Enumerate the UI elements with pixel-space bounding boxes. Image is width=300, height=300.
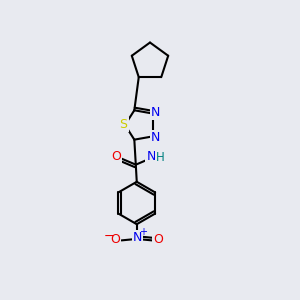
Text: O: O bbox=[153, 233, 163, 246]
Text: N: N bbox=[151, 131, 160, 144]
Text: N: N bbox=[133, 231, 142, 244]
Text: −: − bbox=[103, 230, 114, 242]
Text: O: O bbox=[111, 150, 121, 163]
Text: N: N bbox=[151, 106, 160, 118]
Text: N: N bbox=[146, 150, 156, 163]
Text: O: O bbox=[111, 233, 121, 246]
Text: +: + bbox=[139, 227, 147, 237]
Text: S: S bbox=[119, 118, 128, 130]
Text: H: H bbox=[156, 151, 164, 164]
